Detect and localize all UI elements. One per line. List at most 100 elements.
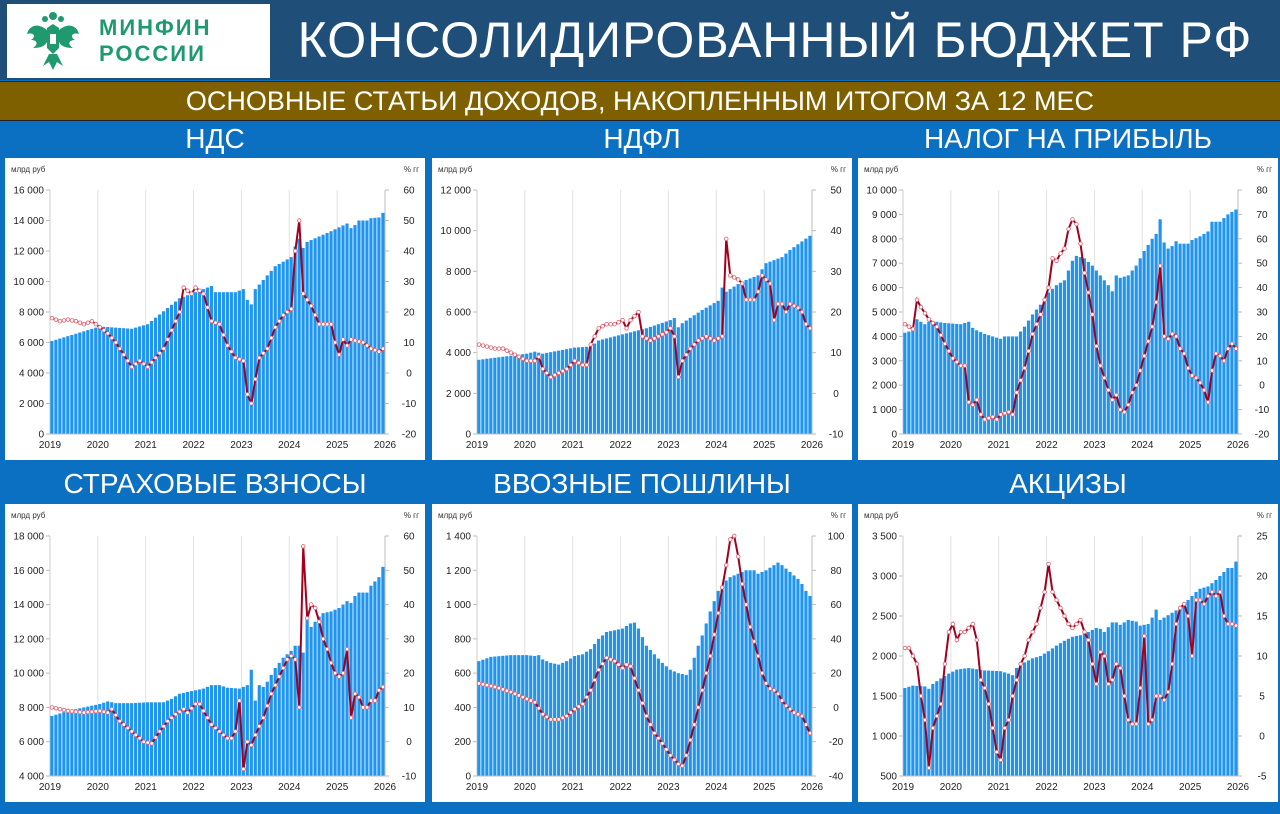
bar [177,298,182,434]
line-marker [356,694,362,700]
line-marker [1022,653,1027,659]
line-marker [1209,368,1215,373]
x-tick-label: 2022 [1035,440,1058,451]
bar [684,320,688,434]
line-marker [512,691,518,696]
bar [549,352,553,434]
line-marker [787,706,793,712]
bar [317,236,321,434]
bar [369,218,373,434]
bar [329,611,333,776]
bar [146,702,150,776]
line-marker [344,343,350,348]
bar [995,671,999,776]
bar [620,334,625,434]
line-marker [344,646,350,652]
line-marker [492,346,498,351]
line-marker [332,670,338,676]
y2-tick-label: -10 [1255,405,1270,416]
line-marker [193,285,198,290]
line-marker [942,661,948,667]
bar [1134,265,1138,434]
x-tick-label: 2022 [609,782,632,793]
line-marker [1193,597,1199,603]
bar [217,292,221,434]
bar [377,217,381,434]
bar [142,702,146,776]
x-tick-label: 2021 [562,440,585,451]
bar [987,335,991,434]
x-tick-label: 2023 [657,440,680,451]
y2-tick-label: 0 [1259,732,1265,743]
line-marker [926,765,932,771]
bar [636,628,641,776]
x-tick-label: 2026 [801,782,824,793]
line-marker [285,657,290,662]
line-marker [1022,365,1027,371]
line-marker [356,339,362,344]
bar [716,590,720,776]
line-marker [1162,697,1167,703]
bar [652,325,656,434]
line-marker [253,732,258,738]
bar [963,668,967,776]
bar [289,650,293,776]
line-marker [696,705,701,710]
bar [915,685,919,776]
line-marker [213,725,218,731]
line-marker [1225,346,1231,351]
y2-tick-label: 80 [1256,186,1268,197]
bar [796,244,800,434]
bar [233,292,237,434]
bar [1158,219,1162,434]
line-marker [692,722,697,727]
line-marker [89,709,95,714]
bar [321,234,325,434]
bar [321,613,325,776]
line-marker [747,297,753,302]
bar [1098,275,1102,434]
line-marker [1138,368,1143,373]
line-marker [133,361,138,367]
bar [1102,632,1106,776]
line-marker [480,682,486,687]
line-marker [548,374,553,380]
bar [692,315,696,434]
bar [485,358,489,434]
line-marker [564,366,569,372]
y2-tick-label: 50 [830,186,842,197]
line-marker [656,334,661,339]
x-tick-label: 2025 [1179,782,1202,793]
line-marker [680,358,685,363]
bar [573,347,577,434]
y-axis-unit: млрд руб [864,165,899,174]
line-marker [480,343,486,348]
bar [588,346,593,434]
bar [676,673,680,776]
y-tick-label: 1 000 [872,405,897,416]
bar [608,631,613,776]
yoy-growth-line [904,563,1237,769]
bar [660,322,664,434]
bar [365,592,369,776]
line-marker [161,724,166,729]
y2-axis-unit: % гг [1257,511,1272,520]
line-marker [572,358,577,363]
line-marker [1169,661,1175,667]
bar [612,630,617,776]
line-marker [1070,217,1075,222]
line-marker [105,331,111,336]
bar [648,326,652,434]
line-marker [1106,387,1111,393]
bar [369,585,373,776]
bar [573,656,577,776]
line-marker [1030,629,1035,635]
line-marker [1122,409,1127,415]
chart-title: НАЛОГ НА ПРИБЫЛЬ [923,123,1213,154]
bar [1174,610,1178,776]
bar [150,320,154,434]
bar [780,257,784,434]
bar [732,286,736,434]
bar [301,247,305,434]
x-tick-label: 2024 [278,440,301,451]
